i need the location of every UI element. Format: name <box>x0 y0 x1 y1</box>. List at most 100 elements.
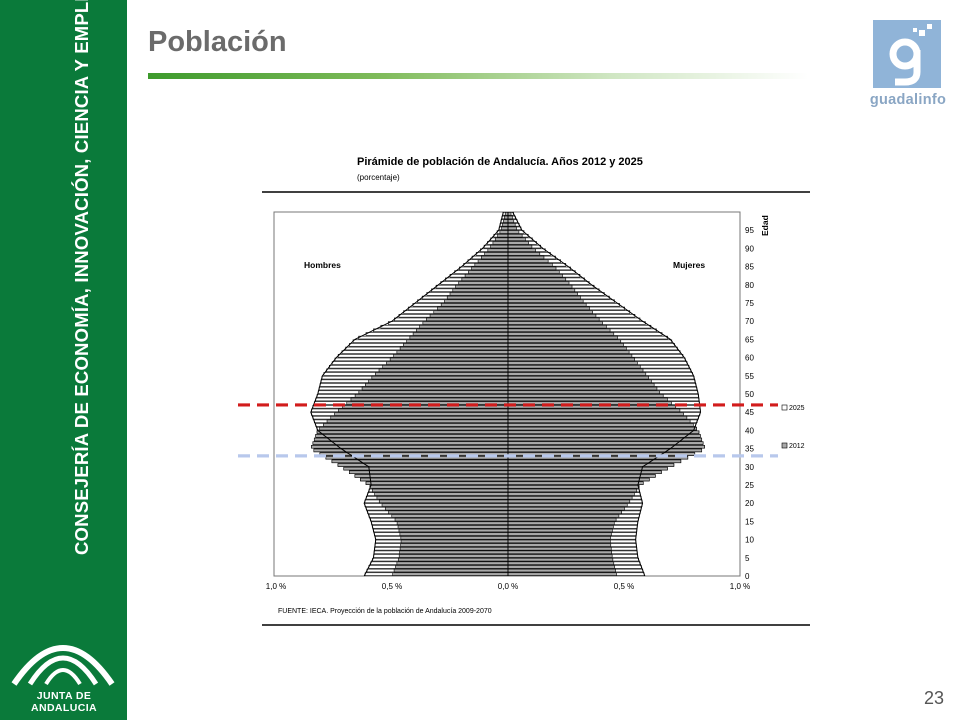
series-2025-outline <box>310 211 702 577</box>
bar-2012-female-age-61 <box>507 350 630 354</box>
bar-2012-male-age-77 <box>449 292 509 296</box>
bar-2012-male-age-9 <box>400 539 509 544</box>
bar-2012-female-age-9 <box>507 539 611 544</box>
bar-2012-male-age-13 <box>397 525 509 529</box>
right-label-mujeres: Mujeres <box>673 260 705 270</box>
age-tick-30: 30 <box>745 463 754 472</box>
bar-2012-female-age-94 <box>507 230 520 234</box>
bar-2012-female-age-63 <box>507 343 624 347</box>
bar-2012-male-age-96 <box>502 223 509 227</box>
bar-2012-male-age-30 <box>337 463 509 467</box>
bar-2012-male-age-17 <box>388 510 509 515</box>
bar-2012-female-age-40 <box>507 426 697 431</box>
bar-2012-female-age-34 <box>507 448 703 453</box>
bar-2012-female-age-11 <box>507 532 612 536</box>
bar-2012-female-age-16 <box>507 514 620 518</box>
bar-2012-female-age-30 <box>507 463 675 467</box>
bar-2012-male-age-47 <box>346 401 509 405</box>
chart-subtitle: (porcentaje) <box>357 173 400 182</box>
bar-2012-male-age-41 <box>323 423 509 427</box>
bar-2012-male-age-91 <box>492 241 509 245</box>
bar-2012-female-age-5 <box>507 554 613 558</box>
bar-2012-male-age-57 <box>382 364 509 369</box>
age-tick-55: 55 <box>745 372 754 381</box>
bar-2012-male-age-56 <box>378 368 509 373</box>
bar-2012-male-age-70 <box>426 317 509 322</box>
age-tick-5: 5 <box>745 554 750 563</box>
bar-2012-female-age-79 <box>507 284 573 289</box>
x-tick-2: 0,0 % <box>498 582 518 591</box>
bar-2012-female-age-82 <box>507 273 563 278</box>
age-tick-90: 90 <box>745 244 754 253</box>
bar-2012-male-age-68 <box>419 324 509 329</box>
junta-logo-text: JUNTA DE ANDALUCIA <box>30 690 97 714</box>
bar-2012-male-age-8 <box>400 543 509 547</box>
bar-2012-male-age-63 <box>403 343 509 347</box>
bar-2012-male-age-21 <box>376 496 509 500</box>
bar-2012-male-age-71 <box>429 314 509 318</box>
bar-2012-male-age-55 <box>374 372 509 376</box>
bar-2012-male-age-10 <box>400 536 509 540</box>
bar-2012-female-age-14 <box>507 521 615 525</box>
bar-2012-female-age-17 <box>507 510 622 515</box>
bar-2012-male-age-99 <box>504 212 509 216</box>
bar-2012-female-age-38 <box>507 434 701 438</box>
bar-2012-male-age-39 <box>316 430 509 434</box>
age-tick-0: 0 <box>745 572 750 581</box>
bar-2012-male-age-15 <box>394 517 509 522</box>
bar-2012-male-age-11 <box>399 532 509 536</box>
bar-2012-female-age-51 <box>507 386 658 391</box>
bar-2012-male-age-0 <box>392 572 509 576</box>
bar-2012-male-age-82 <box>464 273 509 278</box>
age-tick-75: 75 <box>745 299 754 308</box>
x-tick-4: 1,0 % <box>730 582 750 591</box>
bar-2012-male-age-84 <box>471 266 509 271</box>
bar-2012-female-age-96 <box>507 223 516 227</box>
bar-2012-female-age-87 <box>507 255 545 260</box>
bar-2012-female-age-22 <box>507 492 635 496</box>
bar-2012-female-age-81 <box>507 277 567 282</box>
age-axis-label: Edad <box>760 215 770 236</box>
bar-2012-male-age-35 <box>311 445 509 449</box>
bar-2012-female-age-27 <box>507 474 656 478</box>
bar-2012-female-age-23 <box>507 488 638 493</box>
bar-2012-male-age-2 <box>395 565 509 569</box>
bar-2012-male-age-27 <box>354 474 509 478</box>
bar-2012-male-age-92 <box>494 237 509 242</box>
bar-2012-male-age-50 <box>358 390 509 394</box>
age-tick-85: 85 <box>745 263 754 272</box>
bar-2012-male-age-74 <box>440 303 509 307</box>
bar-2012-female-age-88 <box>507 252 541 256</box>
bar-2012-male-age-69 <box>422 321 509 325</box>
bar-2012-female-age-18 <box>507 506 625 511</box>
bar-2012-male-age-51 <box>361 386 509 391</box>
bar-2012-female-age-91 <box>507 241 529 245</box>
bar-2012-male-age-60 <box>393 354 509 358</box>
bar-2012-male-age-61 <box>396 350 509 354</box>
bar-2012-female-age-35 <box>507 445 705 449</box>
bar-2012-female-age-64 <box>507 339 622 343</box>
bar-2012-male-age-40 <box>319 426 509 431</box>
bar-2012-male-age-36 <box>312 441 509 445</box>
junta-logo-icon <box>11 645 115 686</box>
x-tick-0: 1,0 % <box>266 582 286 591</box>
x-tick-labels: 1,0 % 0,5 % 0,0 % 0,5 % 1,0 % <box>266 582 750 591</box>
bar-2012-female-age-4 <box>507 557 614 562</box>
bar-2012-female-age-98 <box>507 215 513 220</box>
bar-2012-female-age-12 <box>507 528 613 533</box>
age-tick-20: 20 <box>745 499 754 508</box>
bar-2012-male-age-76 <box>446 295 509 300</box>
bar-2012-male-age-94 <box>499 230 509 234</box>
bar-2012-male-age-85 <box>474 263 509 267</box>
bar-2012-female-age-41 <box>507 423 694 427</box>
bar-2012-female-age-89 <box>507 248 536 252</box>
bar-2012-male-age-88 <box>484 252 509 256</box>
bar-2012-female-age-62 <box>507 346 627 351</box>
bar-2012-male-age-75 <box>444 299 509 303</box>
bar-2012-female-age-43 <box>507 415 688 420</box>
bar-2012-male-age-26 <box>360 477 509 482</box>
line-2025-female <box>512 211 702 577</box>
bar-2012-male-age-44 <box>334 412 509 416</box>
bar-2012-female-age-67 <box>507 328 611 333</box>
bar-2012-female-age-73 <box>507 306 590 311</box>
